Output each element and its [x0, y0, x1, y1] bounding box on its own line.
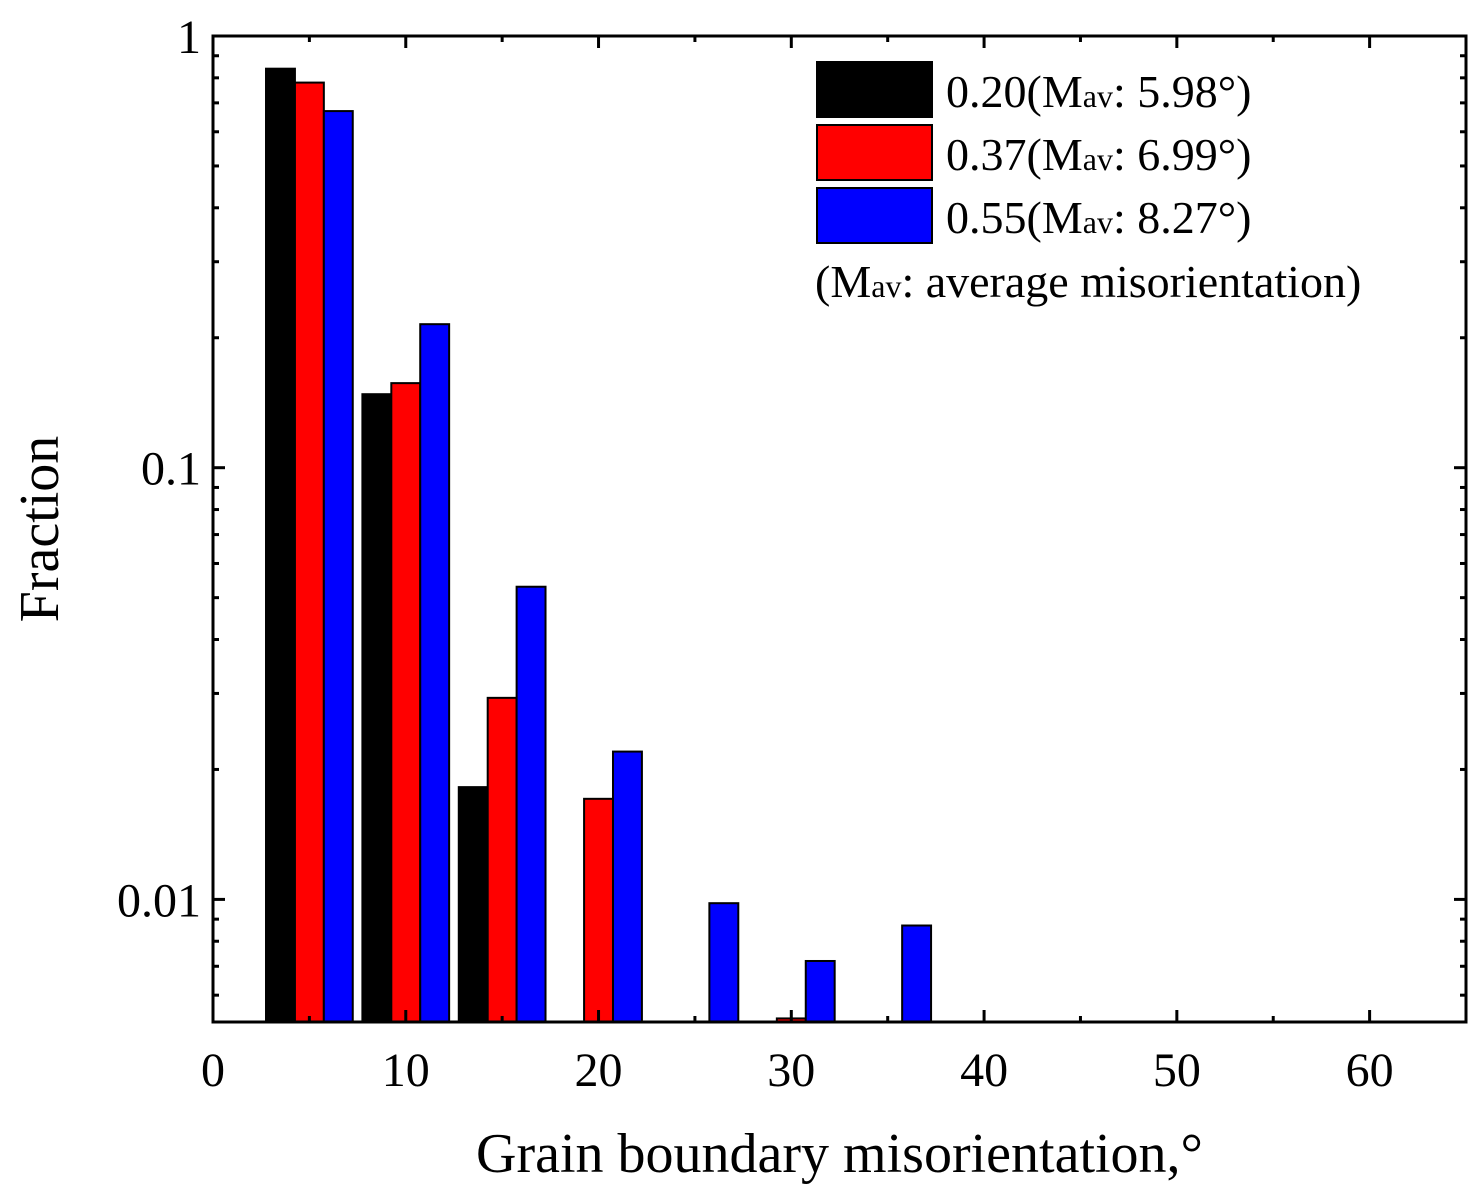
x-tick-label: 50 [1153, 1044, 1201, 1097]
bar-0.55-15 [515, 585, 547, 1024]
x-tick-label: 10 [382, 1044, 430, 1097]
bar-0.37-5 [293, 81, 325, 1023]
bar-0.55-5 [322, 110, 354, 1024]
bar-0.55-30 [804, 959, 836, 1023]
x-tick-label: 40 [960, 1044, 1008, 1097]
x-axis: 0 10 20 30 40 50 60 [201, 36, 1468, 1097]
x-tick-label: 30 [767, 1044, 815, 1097]
legend-note: (Mav: average misorientation) [815, 256, 1361, 307]
legend-label-0.20: 0.20(Mav: 5.98°) [946, 66, 1251, 117]
bar-0.20-15 [457, 786, 489, 1024]
legend-swatch-0.55 [816, 187, 933, 244]
bar-0.55-20 [611, 750, 643, 1023]
bar-0.20-5 [265, 67, 296, 1023]
bar-0.55-10 [419, 323, 451, 1023]
bar-0.55-35 [901, 924, 933, 1023]
y-tick-label: 1 [177, 11, 201, 64]
legend-label-0.55: 0.55(Mav: 8.27°) [946, 192, 1251, 243]
bar-0.20-10 [361, 393, 393, 1023]
x-axis-title: Grain boundary misorientation,° [476, 1123, 1203, 1185]
x-tick-label: 20 [575, 1044, 623, 1097]
bar-0.37-20 [583, 797, 614, 1023]
legend-swatch-0.20 [816, 61, 933, 118]
legend: 0.20(Mav: 5.98°) 0.37(Mav: 6.99°) 0.55(Mav… [815, 61, 1361, 307]
bars-layer [265, 67, 933, 1024]
bar-0.55-25 [708, 902, 740, 1024]
y-tick-label: 0.01 [117, 874, 201, 927]
y-axis: 1 0.1 0.01 [117, 11, 1466, 997]
y-tick-label: 0.1 [141, 443, 201, 496]
bar-0.37-10 [390, 382, 422, 1023]
bar-0.37-15 [486, 696, 518, 1024]
x-tick-label: 60 [1346, 1044, 1394, 1097]
y-axis-title: Fraction [9, 436, 71, 623]
plot-frame [211, 34, 1468, 1024]
legend-label-0.37: 0.37(Mav: 6.99°) [946, 129, 1251, 180]
legend-swatch-0.37 [816, 124, 933, 181]
x-tick-label: 0 [201, 1044, 225, 1097]
